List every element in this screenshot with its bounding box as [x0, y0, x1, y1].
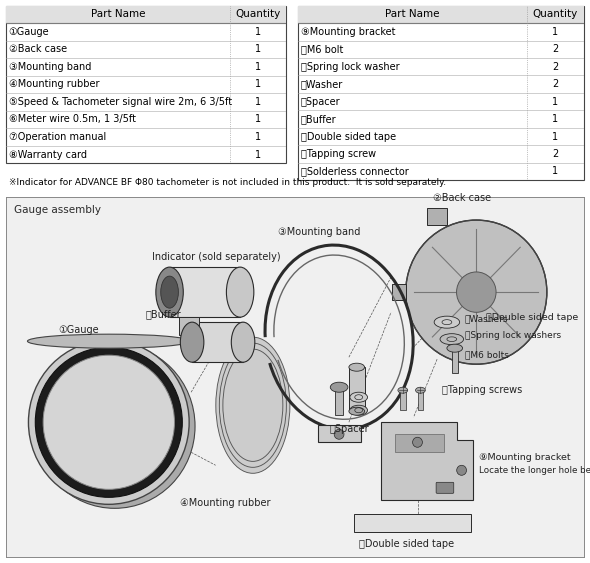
Circle shape	[28, 340, 189, 504]
Ellipse shape	[398, 387, 408, 393]
Ellipse shape	[350, 392, 368, 402]
Text: ⑬Washers: ⑬Washers	[464, 315, 508, 324]
Polygon shape	[179, 317, 199, 335]
Text: ⑱Solderless connector: ⑱Solderless connector	[301, 167, 408, 176]
Text: ⑨Mounting bracket: ⑨Mounting bracket	[479, 453, 571, 462]
Text: ⑬Washer: ⑬Washer	[301, 79, 343, 89]
Ellipse shape	[156, 267, 183, 317]
Circle shape	[457, 465, 467, 475]
Bar	[349, 367, 365, 411]
Text: ③Mounting band: ③Mounting band	[278, 227, 360, 237]
Text: 1: 1	[552, 97, 559, 106]
Text: ⑯Double sided tape: ⑯Double sided tape	[359, 539, 454, 549]
Bar	[169, 267, 240, 317]
Text: 1: 1	[255, 27, 261, 37]
Text: 1: 1	[552, 114, 559, 124]
Bar	[354, 515, 471, 533]
Ellipse shape	[227, 267, 254, 317]
Bar	[418, 390, 424, 410]
Polygon shape	[427, 208, 447, 225]
Bar	[452, 348, 458, 373]
Text: ⑦Operation manual: ⑦Operation manual	[9, 132, 106, 142]
Circle shape	[43, 355, 175, 489]
Text: Part Name: Part Name	[385, 10, 440, 19]
Text: Quantity: Quantity	[533, 10, 578, 19]
Text: ②Back case: ②Back case	[432, 193, 491, 203]
Text: Quantity: Quantity	[235, 10, 281, 19]
Text: ⑤Speed & Tachometer signal wire 2m, 6 3/5ft: ⑤Speed & Tachometer signal wire 2m, 6 3/…	[9, 97, 232, 107]
Text: Indicator (sold separately): Indicator (sold separately)	[152, 252, 281, 262]
Circle shape	[412, 437, 422, 447]
Text: ⑫Spring lock washers: ⑫Spring lock washers	[464, 330, 560, 339]
Polygon shape	[395, 434, 444, 452]
Ellipse shape	[28, 334, 190, 348]
Text: ④Mounting rubber: ④Mounting rubber	[9, 79, 99, 90]
Ellipse shape	[350, 405, 368, 415]
Text: ⑭Spacer: ⑭Spacer	[301, 97, 340, 106]
Text: Gauge assembly: Gauge assembly	[14, 205, 101, 215]
Text: ⑰Tapping screws: ⑰Tapping screws	[442, 385, 522, 395]
Ellipse shape	[415, 387, 425, 393]
Text: ⑪M6 bolt: ⑪M6 bolt	[301, 44, 343, 54]
Text: ⑥Meter wire 0.5m, 1 3/5ft: ⑥Meter wire 0.5m, 1 3/5ft	[9, 114, 136, 124]
Text: 1: 1	[552, 27, 559, 37]
Ellipse shape	[181, 322, 204, 362]
Ellipse shape	[349, 363, 365, 371]
Ellipse shape	[216, 337, 290, 473]
Ellipse shape	[349, 407, 365, 415]
Circle shape	[35, 347, 182, 497]
Text: ⑮Buffer: ⑮Buffer	[145, 309, 181, 319]
Text: ⑫Spring lock washer: ⑫Spring lock washer	[301, 62, 399, 72]
Circle shape	[457, 272, 496, 312]
Text: ①Gauge: ①Gauge	[58, 325, 99, 335]
Ellipse shape	[447, 344, 463, 352]
Circle shape	[406, 220, 547, 364]
Text: 2: 2	[552, 62, 559, 72]
Bar	[192, 322, 243, 362]
Text: 1: 1	[255, 79, 261, 90]
Text: ④Mounting rubber: ④Mounting rubber	[180, 498, 271, 508]
Text: ⑭Spacer: ⑭Spacer	[329, 425, 369, 434]
Circle shape	[34, 344, 195, 508]
Bar	[6, 6, 286, 23]
Text: 2: 2	[552, 79, 559, 89]
Ellipse shape	[231, 322, 255, 362]
Text: ⑰Tapping screw: ⑰Tapping screw	[301, 149, 376, 159]
Bar	[298, 6, 584, 23]
Text: ②Back case: ②Back case	[9, 44, 67, 55]
Text: ①Gauge: ①Gauge	[9, 27, 50, 37]
Text: 2: 2	[552, 149, 559, 159]
FancyBboxPatch shape	[436, 482, 454, 493]
Text: ⑧Warranty card: ⑧Warranty card	[9, 150, 87, 159]
Text: ⑯Double sided tape: ⑯Double sided tape	[301, 132, 396, 141]
Polygon shape	[317, 425, 360, 443]
Bar	[335, 387, 343, 415]
Text: 1: 1	[552, 167, 559, 176]
Text: 1: 1	[255, 97, 261, 107]
Ellipse shape	[160, 276, 178, 308]
Ellipse shape	[440, 334, 464, 345]
Text: 2: 2	[552, 44, 559, 54]
Text: 1: 1	[255, 44, 261, 55]
Text: ⑯Double sided tape: ⑯Double sided tape	[486, 312, 578, 321]
Text: ③Mounting band: ③Mounting band	[9, 62, 91, 72]
Text: 1: 1	[255, 114, 261, 124]
Ellipse shape	[434, 316, 460, 328]
Text: Locate the longer hole behind.: Locate the longer hole behind.	[479, 466, 590, 475]
Text: Part Name: Part Name	[91, 10, 145, 19]
Polygon shape	[392, 284, 406, 300]
Text: 1: 1	[255, 132, 261, 142]
Bar	[400, 390, 406, 410]
Text: 1: 1	[552, 132, 559, 141]
Text: 1: 1	[255, 62, 261, 72]
Ellipse shape	[330, 382, 348, 392]
Text: ⑪M6 bolts: ⑪M6 bolts	[464, 351, 509, 360]
Text: ⑮Buffer: ⑮Buffer	[301, 114, 336, 124]
Text: ⑨Mounting bracket: ⑨Mounting bracket	[301, 27, 395, 37]
Text: ※Indicator for ADVANCE BF Φ80 tachometer is not included in this product.  It is: ※Indicator for ADVANCE BF Φ80 tachometer…	[9, 178, 446, 187]
Text: 1: 1	[255, 150, 261, 159]
Polygon shape	[381, 422, 473, 501]
Circle shape	[334, 429, 344, 439]
